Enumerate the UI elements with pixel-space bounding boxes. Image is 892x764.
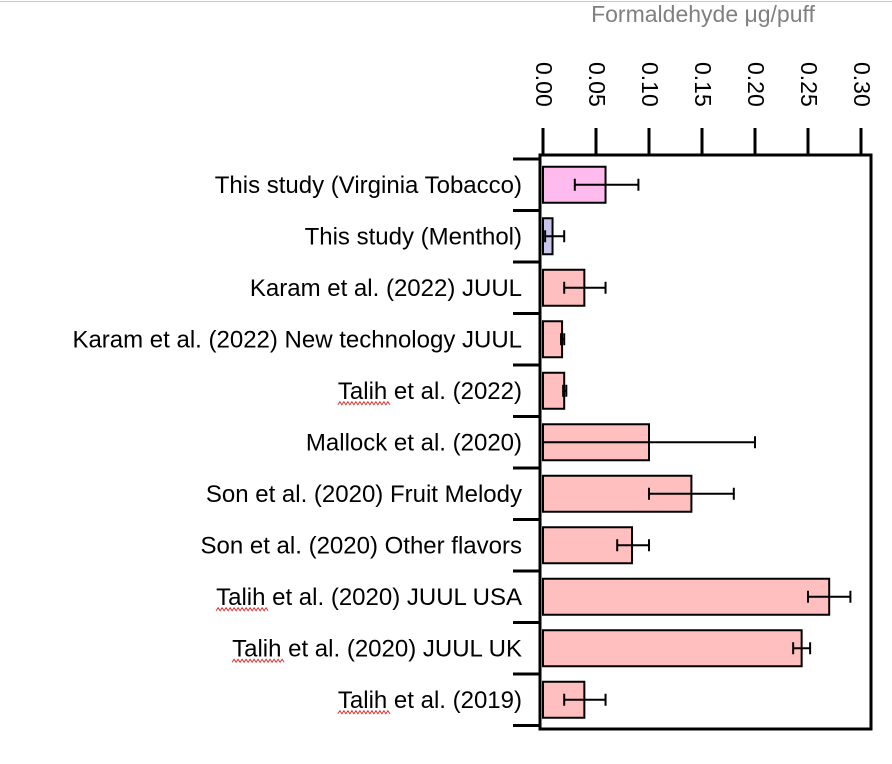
category-label: Talih et al. (2019) [338, 687, 522, 714]
x-tick-label: 0.20 [743, 62, 769, 107]
x-axis-ticks: 0.00 0.05 0.10 0.15 0.20 0.25 0.30 [531, 62, 875, 155]
spellcheck-underline [215, 606, 269, 612]
bar [542, 371, 566, 410]
bar [542, 577, 831, 616]
category-label: Karam et al. (2022) New technology JUUL [72, 326, 522, 353]
spellcheck-underline [337, 709, 391, 715]
x-tick-label: 0.30 [849, 62, 875, 107]
x-tick-label: 0.25 [796, 62, 822, 107]
category-label: This study (Menthol) [305, 223, 522, 250]
plot-frame [538, 153, 873, 731]
category-label: Karam et al. (2022) JUUL [250, 275, 522, 302]
category-label: Talih et al. (2020) JUUL UK [232, 635, 522, 662]
category-label: This study (Virginia Tobacco) [215, 172, 522, 199]
category-label: Son et al. (2020) Other flavors [201, 532, 523, 559]
bar [542, 320, 564, 359]
category-label: Talih et al. (2022) [338, 378, 522, 405]
window-top-border [0, 1, 892, 2]
bar [542, 629, 803, 668]
category-label: Mallock et al. (2020) [306, 429, 522, 456]
spellcheck-underline [337, 400, 391, 406]
x-tick-label: 0.05 [584, 62, 610, 107]
category-labels: This study (Virginia Tobacco) This study … [72, 157, 540, 727]
x-axis-title: Formaldehyde μg/puff [591, 1, 815, 27]
x-tick-label: 0.00 [531, 62, 557, 107]
x-tick-label: 0.15 [690, 62, 716, 107]
category-label: Talih et al. (2020) JUUL USA [216, 584, 522, 611]
category-label: Son et al. (2020) Fruit Melody [206, 481, 522, 508]
x-tick-label: 0.10 [637, 62, 663, 107]
bars-group [542, 165, 852, 719]
spellcheck-underline [231, 658, 285, 664]
